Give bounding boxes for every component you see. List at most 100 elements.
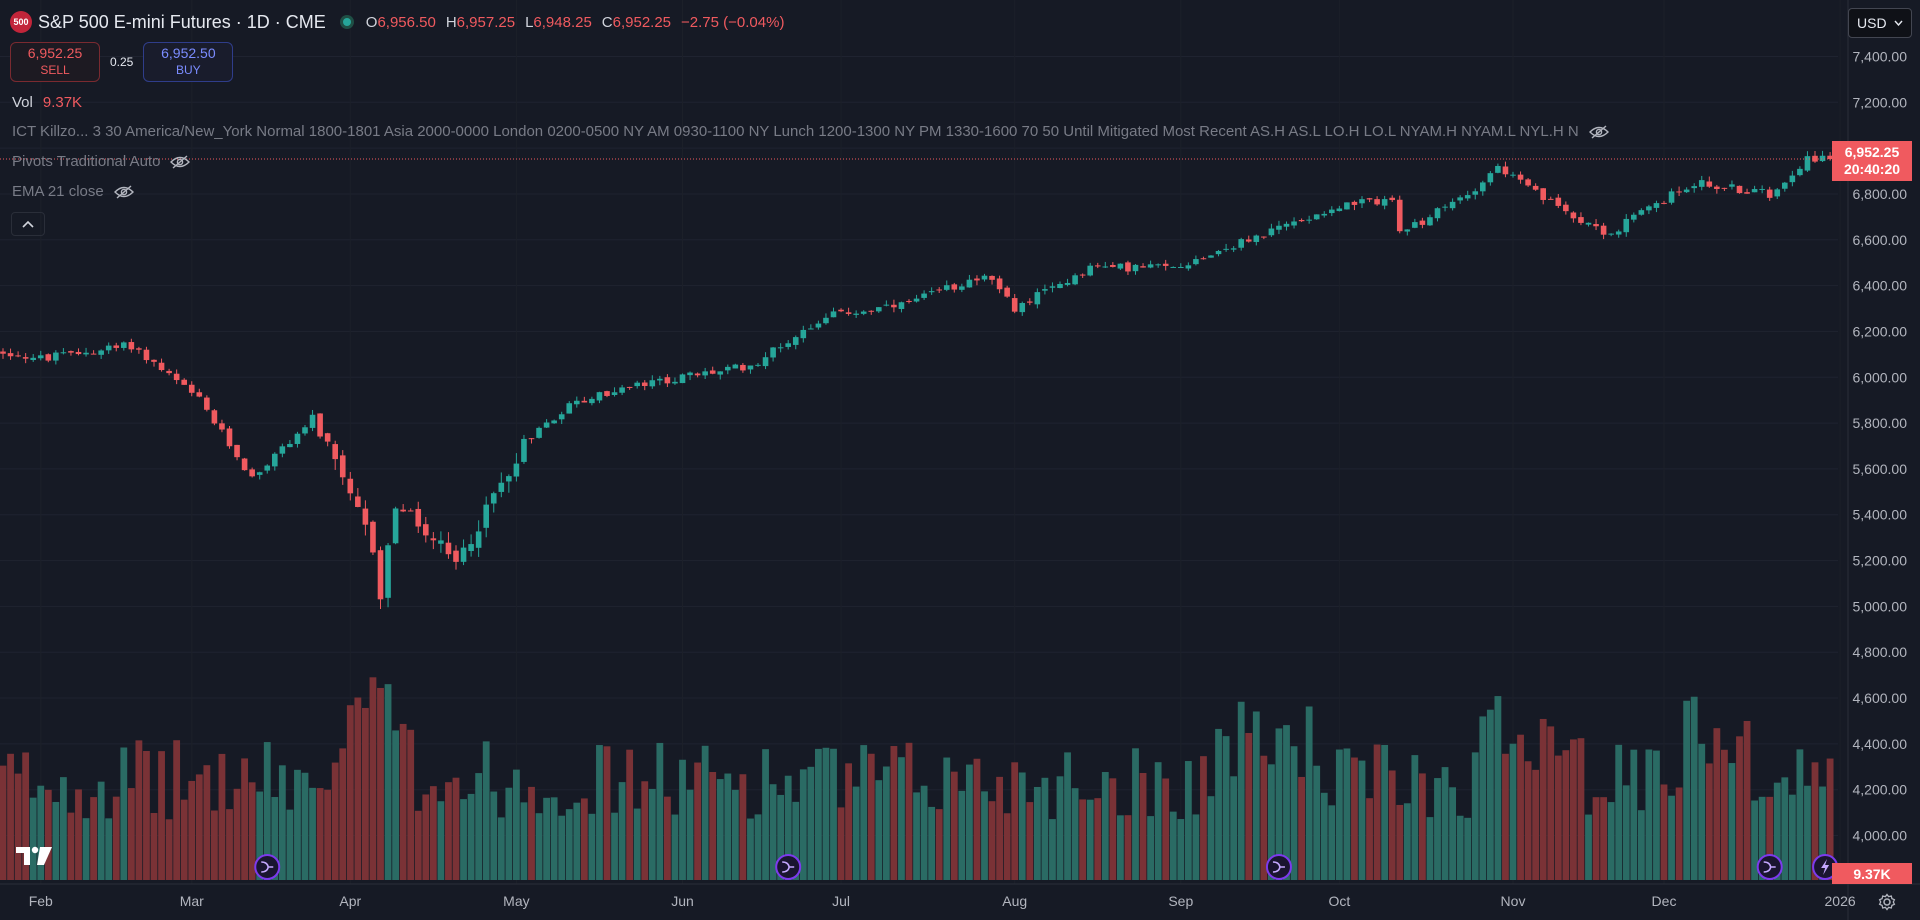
ict-indicator-label: ICT Killzo... 3 30 America/New_York Norm… bbox=[12, 123, 1579, 140]
volume-bar bbox=[875, 780, 883, 880]
candle-body bbox=[415, 508, 422, 527]
event-rollover-icon[interactable] bbox=[1265, 854, 1292, 880]
hidden-eye-icon[interactable] bbox=[170, 154, 191, 169]
candle-body bbox=[136, 348, 142, 350]
candle-body bbox=[392, 508, 399, 544]
time-tick-label: Dec bbox=[1652, 893, 1677, 909]
volume-bar bbox=[1366, 798, 1373, 880]
volume-bar bbox=[1570, 739, 1577, 880]
volume-bar bbox=[1328, 805, 1336, 880]
volume-bar bbox=[1147, 816, 1154, 880]
candle-body bbox=[1049, 286, 1056, 288]
ema-indicator-legend[interactable]: EMA 21 close bbox=[12, 183, 134, 200]
candle-body bbox=[551, 420, 557, 424]
currency-select[interactable]: USD bbox=[1848, 8, 1912, 38]
volume-bar bbox=[1086, 799, 1094, 880]
candle-body bbox=[1140, 266, 1146, 268]
candle-body bbox=[1827, 155, 1833, 160]
volume-bar bbox=[543, 797, 550, 880]
hidden-eye-icon[interactable] bbox=[1588, 124, 1609, 139]
price-tick-label: 4,800.00 bbox=[1853, 644, 1908, 660]
buy-button[interactable]: 6,952.50 BUY bbox=[143, 42, 234, 82]
vol-label: Vol bbox=[12, 94, 33, 111]
volume-bar bbox=[1268, 764, 1275, 880]
settings-icon[interactable] bbox=[1878, 893, 1896, 911]
candle-body bbox=[823, 317, 829, 324]
candle-body bbox=[845, 312, 852, 314]
candle-body bbox=[974, 278, 980, 281]
volume-bar bbox=[1736, 736, 1743, 880]
candle-body bbox=[83, 352, 89, 355]
hidden-eye-icon[interactable] bbox=[113, 184, 134, 199]
candle-body bbox=[1178, 267, 1184, 269]
symbol-logo-icon[interactable]: 500 bbox=[10, 11, 32, 33]
candle-body bbox=[543, 422, 550, 428]
sell-button[interactable]: 6,952.25 SELL bbox=[10, 42, 100, 82]
volume-bar bbox=[852, 786, 860, 880]
volume-bar bbox=[837, 807, 845, 880]
volume-bar bbox=[618, 782, 626, 880]
ict-indicator-legend[interactable]: ICT Killzo... 3 30 America/New_York Norm… bbox=[12, 123, 1609, 140]
volume-bar bbox=[807, 766, 815, 880]
event-rollover-icon[interactable] bbox=[775, 854, 802, 880]
volume-bar bbox=[1094, 798, 1102, 880]
candle-body bbox=[1517, 174, 1524, 180]
candle-body bbox=[1079, 274, 1086, 276]
event-rollover-icon[interactable] bbox=[254, 854, 281, 880]
volume-bar bbox=[905, 742, 913, 880]
candle-body bbox=[581, 400, 588, 403]
candle-body bbox=[1532, 185, 1539, 190]
candle-body bbox=[966, 279, 973, 288]
volume-indicator-legend[interactable]: Vol 9.37K bbox=[12, 94, 82, 111]
event-rollover-icon[interactable] bbox=[1756, 854, 1783, 880]
last-volume-value: 9.37K bbox=[1853, 865, 1891, 882]
volume-bar bbox=[1177, 819, 1185, 880]
tradingview-logo-icon[interactable] bbox=[14, 845, 54, 867]
candle-body bbox=[1344, 202, 1350, 210]
candle-body bbox=[1208, 255, 1214, 258]
volume-bar bbox=[596, 745, 603, 880]
volume-bar bbox=[1811, 762, 1819, 880]
candle-body bbox=[1789, 175, 1796, 183]
volume-bar bbox=[709, 772, 717, 880]
volume-bar bbox=[331, 762, 339, 880]
candle-body bbox=[1804, 156, 1811, 171]
event-markers bbox=[254, 854, 1839, 880]
volume-bar bbox=[1645, 749, 1653, 880]
volume-bar bbox=[437, 801, 445, 880]
volume-bar bbox=[52, 801, 60, 880]
time-tick-label: Feb bbox=[29, 893, 53, 909]
candle-body bbox=[498, 482, 505, 492]
candle-body bbox=[362, 508, 369, 525]
candle-body bbox=[936, 289, 942, 291]
pivots-indicator-legend[interactable]: Pivots Traditional Auto bbox=[12, 153, 191, 170]
candle-body bbox=[249, 469, 255, 477]
volume-bar bbox=[1230, 776, 1238, 880]
volume-bar bbox=[1441, 767, 1449, 880]
volume-bar bbox=[1373, 744, 1381, 880]
candle-body bbox=[876, 307, 882, 312]
market-status-icon[interactable] bbox=[339, 15, 354, 29]
volume-bar bbox=[1124, 815, 1132, 880]
volume-bar bbox=[362, 707, 369, 880]
candle-body bbox=[22, 357, 29, 359]
candle-body bbox=[272, 453, 278, 467]
candle-body bbox=[747, 365, 754, 370]
collapse-legend-button[interactable] bbox=[11, 212, 45, 236]
price-tick-label: 5,400.00 bbox=[1853, 507, 1908, 523]
volume-bar bbox=[1207, 796, 1215, 880]
volume-bar bbox=[75, 789, 82, 880]
candle-body bbox=[1698, 180, 1705, 187]
candle-body bbox=[75, 351, 82, 355]
volume-bar bbox=[1252, 711, 1260, 880]
candle-body bbox=[1230, 248, 1237, 250]
volume-bar bbox=[1653, 750, 1660, 880]
candle-body bbox=[1525, 179, 1531, 186]
candle-body bbox=[407, 510, 414, 512]
volume-bar bbox=[890, 746, 898, 880]
price-tick-label: 7,400.00 bbox=[1853, 48, 1908, 64]
symbol-title[interactable]: S&P 500 E-mini Futures · 1D · CME bbox=[38, 11, 326, 32]
candle-body bbox=[596, 392, 603, 401]
ohlc-values: O6,956.50 H6,957.25 L6,948.25 C6,952.25 … bbox=[366, 14, 785, 31]
